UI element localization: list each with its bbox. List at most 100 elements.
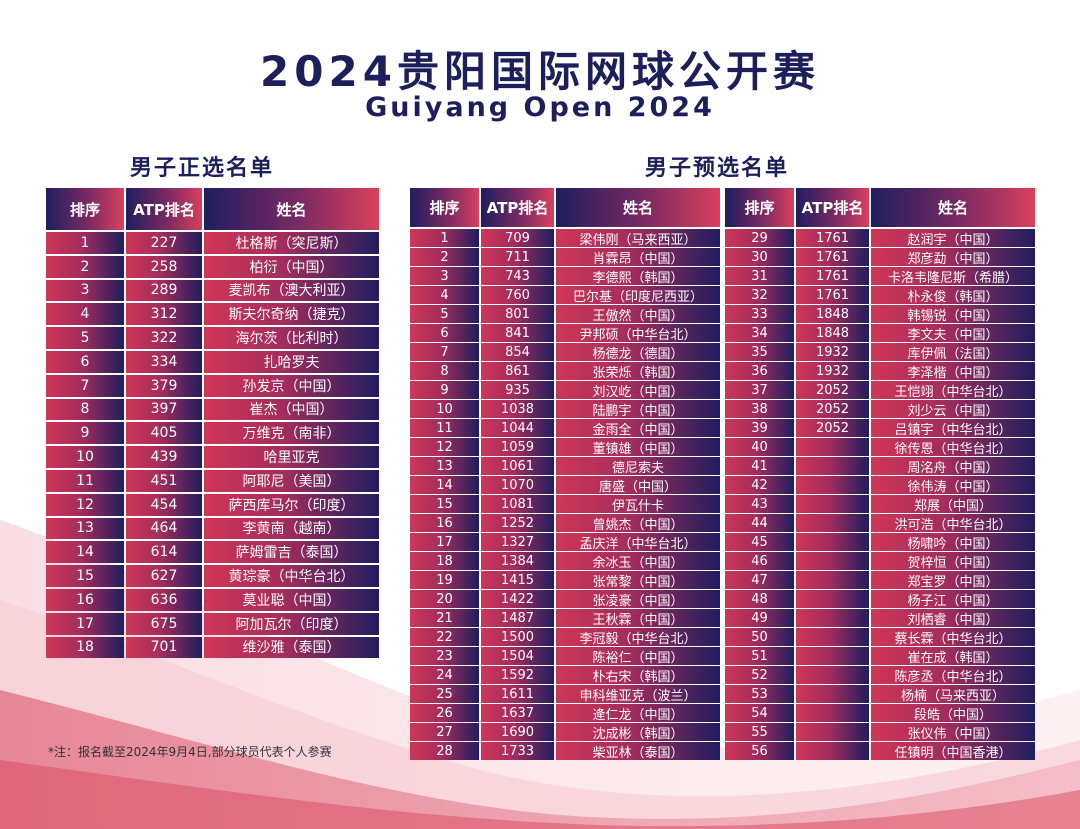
table-row: 46 贺梓恒（中国） <box>725 552 1035 571</box>
cell-player-name: 贺梓恒（中国） <box>871 552 1035 571</box>
table-row: 27 1690 沈成彬（韩国） <box>410 723 720 742</box>
cell-rank: 1 <box>410 229 479 247</box>
cell-atp-ranking: 743 <box>481 267 554 285</box>
cell-atp-ranking: 289 <box>126 279 202 302</box>
cell-atp-ranking <box>796 609 869 627</box>
cell-atp-ranking: 1932 <box>796 343 869 361</box>
table-row: 36 1932 李泽楷（中国） <box>725 362 1035 381</box>
cell-atp-ranking: 322 <box>126 327 202 349</box>
cell-atp-ranking: 675 <box>126 612 202 635</box>
cell-rank: 6 <box>410 324 479 342</box>
cell-atp-ranking <box>796 495 869 513</box>
main-draw-table: 排序 ATP排名 姓名 1 227 杜格斯（突尼斯） 2 258 柏衍（中国） 3 289 麦凯… <box>46 188 379 660</box>
cell-atp-ranking <box>796 685 869 703</box>
cell-atp-ranking: 1044 <box>481 419 554 437</box>
cell-atp-ranking: 1070 <box>481 476 554 494</box>
cell-atp-ranking: 614 <box>126 541 202 564</box>
cell-player-name: 崔杰（中国） <box>204 398 379 421</box>
cell-atp-ranking: 1848 <box>796 305 869 323</box>
table-row: 3 289 麦凯布（澳大利亚） <box>46 279 379 302</box>
cell-player-name: 阿耶尼（美国） <box>204 469 379 492</box>
cell-rank: 7 <box>46 374 124 397</box>
cell-player-name: 黄琮豪（中华台北） <box>204 565 379 587</box>
cell-player-name: 王恺翊（中华台北） <box>871 381 1035 400</box>
cell-rank: 16 <box>46 588 124 611</box>
table-row: 10 1038 陆鹏宇（中国） <box>410 400 720 419</box>
cell-player-name: 王傲然（中国） <box>556 305 720 324</box>
cell-rank: 14 <box>46 541 124 564</box>
table-header: 排序 ATP排名 姓名 <box>410 188 720 227</box>
table-row: 44 洪可浩（中华台北） <box>725 514 1035 533</box>
cell-player-name: 周洺舟（中国） <box>871 457 1035 476</box>
cell-player-name: 莫业聪（中国） <box>204 588 379 611</box>
table-row: 12 1059 董镇雄（中国） <box>410 438 720 457</box>
table-row: 40 徐传恩（中华台北） <box>725 438 1035 457</box>
cell-rank: 11 <box>46 469 124 492</box>
cell-rank: 16 <box>410 514 479 532</box>
cell-atp-ranking: 439 <box>126 446 202 468</box>
cell-player-name: 金雨全（中国） <box>556 419 720 438</box>
cell-rank: 43 <box>725 495 794 513</box>
cell-atp-ranking: 2052 <box>796 400 869 418</box>
table-row: 24 1592 朴右宋（韩国） <box>410 666 720 685</box>
cell-rank: 26 <box>410 704 479 722</box>
cell-rank: 35 <box>725 343 794 361</box>
table-row: 10 439 哈里亚克 <box>46 446 379 468</box>
table-row: 8 861 张荣烁（韩国） <box>410 362 720 381</box>
cell-atp-ranking: 1415 <box>481 571 554 589</box>
cell-player-name: 段皓（中国） <box>871 704 1035 723</box>
cell-player-name: 李文夫（中国） <box>871 324 1035 343</box>
cell-rank: 2 <box>410 248 479 266</box>
cell-player-name: 卡洛韦隆尼斯（希腊） <box>871 267 1035 286</box>
cell-atp-ranking <box>796 723 869 741</box>
table-row: 18 1384 余冰玉（中国） <box>410 552 720 571</box>
cell-player-name: 崔在成（韩国） <box>871 647 1035 666</box>
cell-rank: 27 <box>410 723 479 741</box>
cell-player-name: 朴右宋（韩国） <box>556 666 720 685</box>
cell-player-name: 陈彦丞（中华台北） <box>871 666 1035 685</box>
header-name: 姓名 <box>204 188 379 230</box>
cell-rank: 29 <box>725 229 794 247</box>
cell-player-name: 杜格斯（突尼斯） <box>204 232 379 254</box>
cell-atp-ranking: 2052 <box>796 381 869 399</box>
cell-player-name: 张凌豪（中国） <box>556 590 720 609</box>
table-row: 45 杨啸吟（中国） <box>725 533 1035 552</box>
cell-atp-ranking: 1059 <box>481 438 554 456</box>
cell-player-name: 刘汉屹（中国） <box>556 381 720 400</box>
cell-rank: 33 <box>725 305 794 323</box>
cell-rank: 2 <box>46 255 124 278</box>
cell-atp-ranking: 1690 <box>481 723 554 741</box>
cell-atp-ranking <box>796 666 869 684</box>
cell-rank: 31 <box>725 267 794 285</box>
cell-rank: 34 <box>725 324 794 342</box>
cell-atp-ranking: 1761 <box>796 229 869 247</box>
cell-rank: 1 <box>46 232 124 254</box>
table-row: 14 1070 唐盛（中国） <box>410 476 720 495</box>
table-row: 4 312 斯夫尔奇纳（捷克） <box>46 303 379 326</box>
cell-atp-ranking: 1592 <box>481 666 554 684</box>
cell-player-name: 张常黎（中国） <box>556 571 720 590</box>
table-row: 13 1061 德尼索夫 <box>410 457 720 476</box>
cell-atp-ranking: 1848 <box>796 324 869 342</box>
cell-rank: 21 <box>410 609 479 627</box>
cell-rank: 36 <box>725 362 794 380</box>
table-row: 7 854 杨德龙（德国） <box>410 343 720 362</box>
cell-atp-ranking: 861 <box>481 362 554 380</box>
cell-atp-ranking <box>796 533 869 551</box>
cell-player-name: 萨西库马尔（印度） <box>204 493 379 516</box>
cell-player-name: 孟庆洋（中华台北） <box>556 533 720 552</box>
cell-atp-ranking: 379 <box>126 374 202 397</box>
cell-rank: 10 <box>46 446 124 468</box>
cell-atp-ranking: 451 <box>126 469 202 492</box>
cell-rank: 17 <box>410 533 479 551</box>
cell-player-name: 徐传恩（中华台北） <box>871 438 1035 457</box>
cell-atp-ranking: 760 <box>481 286 554 304</box>
cell-player-name: 韩锡锐（中国） <box>871 305 1035 324</box>
header-atp: ATP排名 <box>126 188 202 230</box>
cell-rank: 12 <box>410 438 479 456</box>
page-subtitle: Guiyang Open 2024 <box>365 92 715 123</box>
cell-player-name: 巴尔基（印度尼西亚） <box>556 286 720 305</box>
cell-player-name: 柴亚林（泰国） <box>556 742 720 761</box>
header-name: 姓名 <box>556 188 720 227</box>
cell-atp-ranking: 227 <box>126 232 202 254</box>
